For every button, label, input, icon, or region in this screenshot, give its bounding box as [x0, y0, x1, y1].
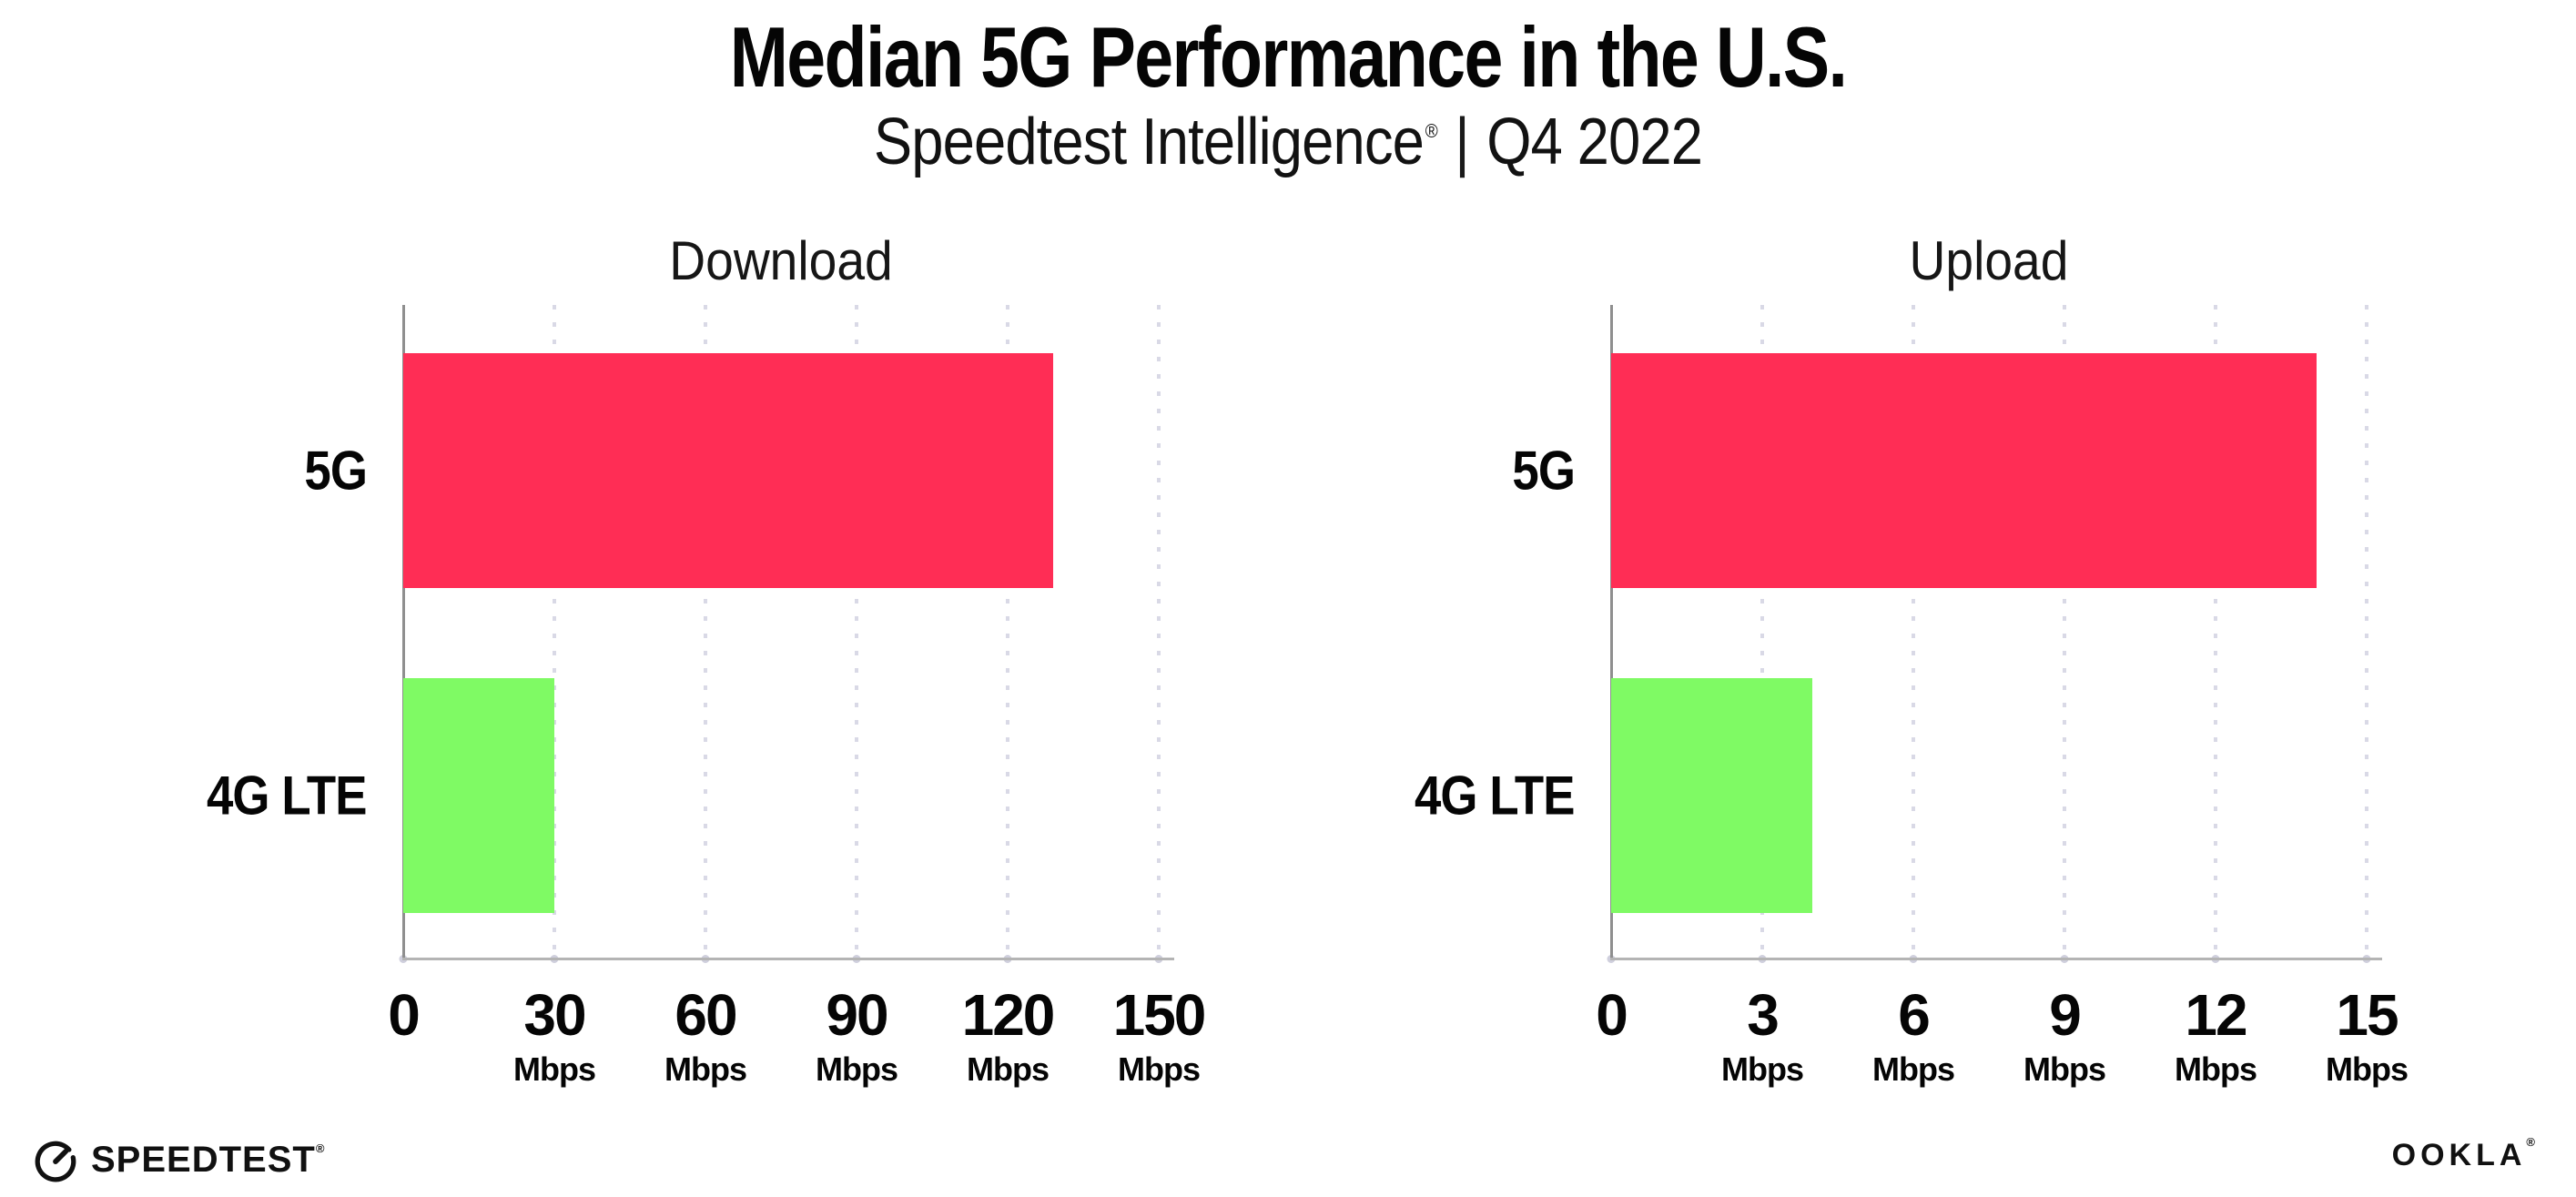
- gridline-9: [2063, 305, 2066, 959]
- x-axis-line: [1610, 958, 2382, 960]
- x-tick-label-9: 9 Mbps: [2023, 982, 2106, 1088]
- gridline-12: [2214, 305, 2217, 959]
- x-tick-value-30: 30: [523, 982, 586, 1048]
- subtitle-period: Q4 2022: [1486, 105, 1703, 178]
- x-tick-label-150: 150 Mbps: [1112, 982, 1207, 1088]
- x-tick-value-0: 0: [388, 982, 421, 1048]
- x-tick-value-90: 90: [826, 982, 888, 1048]
- x-tick-value-150: 150: [1112, 982, 1207, 1048]
- ookla-logo-text: OOKLA: [2391, 1138, 2527, 1172]
- x-tick-label-120: 120 Mbps: [961, 982, 1056, 1088]
- ookla-logo: OOKLA®: [2392, 1135, 2540, 1173]
- gridline-90: [855, 305, 858, 959]
- download-plot-area: 0 30 Mbps 60 Mbps 90 Mbps 120 Mbps 150 Mbps 5G 4G LT…: [207, 305, 1206, 1086]
- header: Median 5G Performance in the U.S. Speedt…: [0, 0, 2576, 177]
- page-title: Median 5G Performance in the U.S.: [729, 9, 1848, 105]
- x-tick-value-120: 120: [961, 982, 1056, 1048]
- y-axis-label-4g-lte: 4G LTE: [1415, 765, 1576, 827]
- x-tick-unit: Mbps: [664, 1050, 747, 1088]
- x-tick-label-30: 30 Mbps: [513, 982, 596, 1088]
- y-axis-line: [1610, 305, 1613, 959]
- gridline-6: [1912, 305, 1915, 959]
- bar-5g: [403, 353, 1053, 588]
- x-tick-value-15: 15: [2336, 982, 2399, 1048]
- y-axis-label-4g-lte: 4G LTE: [207, 765, 368, 827]
- y-axis-line: [402, 305, 405, 959]
- x-tick-unit: Mbps: [1872, 1050, 1955, 1088]
- speedtest-registered-icon: ®: [315, 1141, 326, 1155]
- bar-5g: [1611, 353, 2317, 588]
- x-tick-unit: Mbps: [816, 1050, 898, 1088]
- x-tick-label-15: 15 Mbps: [2326, 982, 2409, 1088]
- gridline-15: [2365, 305, 2368, 959]
- subtitle-separator: |: [1455, 105, 1469, 178]
- x-tick-value-60: 60: [674, 982, 737, 1048]
- registered-trademark-icon: ®: [1425, 118, 1438, 142]
- ookla-registered-icon: ®: [2526, 1135, 2540, 1150]
- speedtest-logo-text: SPEEDTEST®: [91, 1139, 326, 1180]
- page-subtitle: Speedtest Intelligence® | Q4 2022: [155, 105, 2421, 178]
- x-tick-value-12: 12: [2185, 982, 2247, 1048]
- upload-plot-area: 0 3 Mbps 6 Mbps 9 Mbps 12 Mbps 15 Mbps 5G 4G LTE: [1415, 305, 2409, 1086]
- x-tick-unit: Mbps: [2326, 1050, 2409, 1088]
- subtitle-brand: Speedtest Intelligence: [873, 105, 1425, 178]
- x-tick-label-3: 3 Mbps: [1721, 982, 1804, 1088]
- x-tick-label-60: 60 Mbps: [664, 982, 747, 1088]
- x-tick-value-6: 6: [1898, 982, 1931, 1048]
- x-tick-unit: Mbps: [2023, 1050, 2106, 1088]
- bar-4g-lte: [403, 678, 554, 913]
- x-axis-line: [402, 958, 1174, 960]
- x-tick-label-6: 6 Mbps: [1872, 982, 1955, 1088]
- x-tick-label-0: 0: [388, 982, 421, 1048]
- x-tick-unit: Mbps: [1721, 1050, 1804, 1088]
- x-tick-label-12: 12 Mbps: [2175, 986, 2257, 1086]
- x-tick-label-90: 90 Mbps: [816, 986, 898, 1086]
- x-tick-unit: Mbps: [2175, 1050, 2257, 1088]
- y-axis-label-5g: 5G: [304, 440, 368, 502]
- y-axis-label-5g: 5G: [1512, 440, 1576, 502]
- x-tick-unit: Mbps: [513, 1050, 596, 1088]
- gridline-30: [553, 305, 556, 959]
- x-tick-label-0: 0: [1596, 982, 1628, 1048]
- upload-chart-title: Upload: [1909, 230, 2069, 291]
- x-tick-value-3: 3: [1747, 982, 1780, 1048]
- bar-4g-lte: [1611, 678, 1813, 913]
- gridline-150: [1157, 305, 1161, 959]
- gridline-60: [704, 305, 707, 959]
- x-tick-value-0: 0: [1596, 982, 1628, 1048]
- speedtest-gauge-icon: [35, 1141, 76, 1182]
- x-tick-value-9: 9: [2049, 982, 2082, 1048]
- x-tick-unit: Mbps: [1118, 1050, 1201, 1088]
- gridline-3: [1760, 305, 1764, 959]
- download-chart-title: Download: [669, 230, 893, 291]
- speedtest-logo: SPEEDTEST®: [33, 1137, 325, 1182]
- gridline-120: [1006, 305, 1009, 959]
- x-tick-unit: Mbps: [967, 1050, 1050, 1088]
